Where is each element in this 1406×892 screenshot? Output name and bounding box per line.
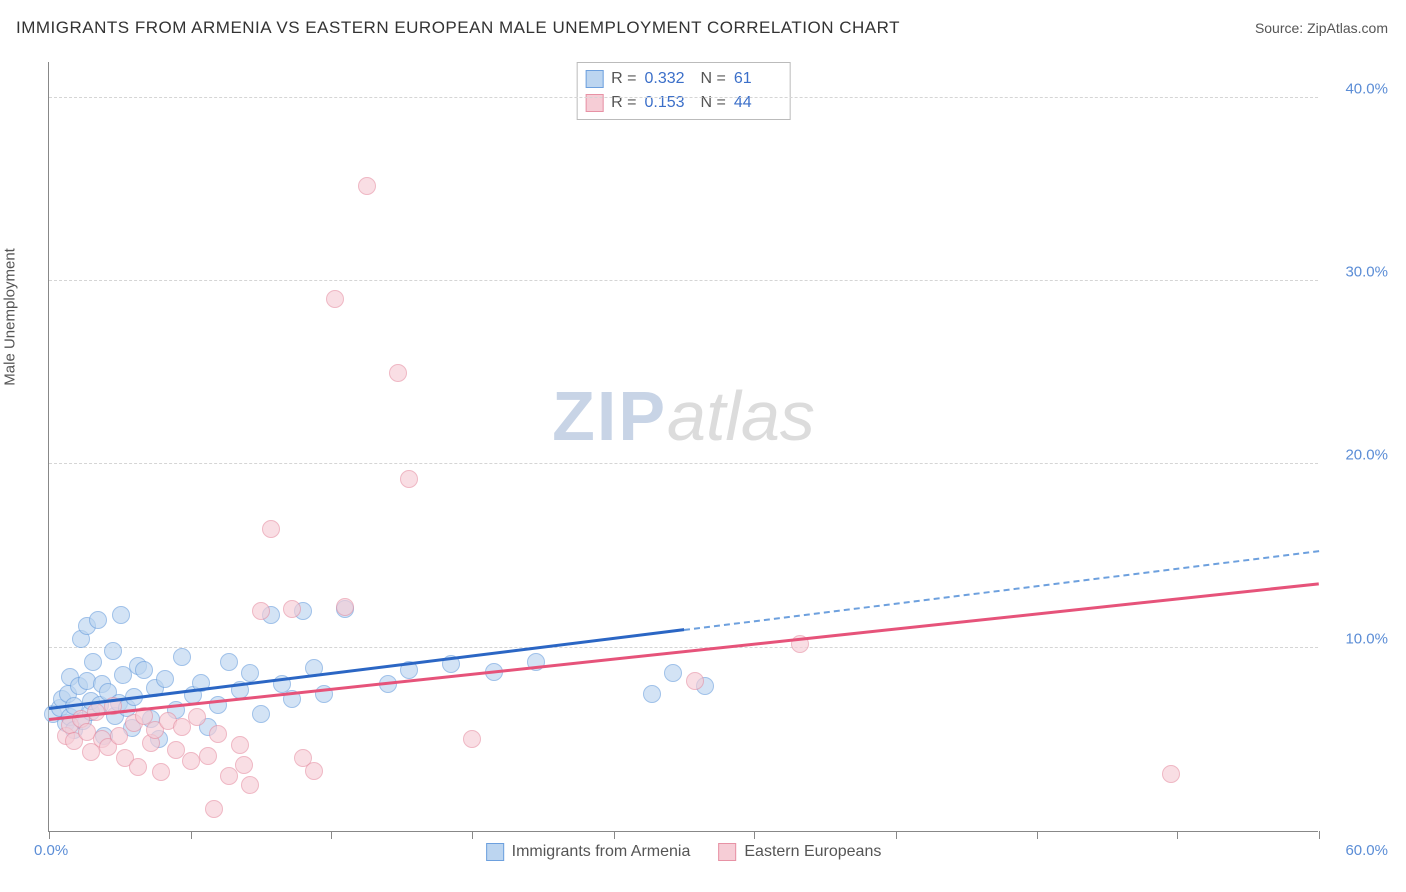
- watermark-atlas: atlas: [667, 377, 815, 455]
- x-tick: [191, 831, 192, 839]
- n-label: N =: [701, 91, 726, 115]
- y-tick-label: 10.0%: [1328, 630, 1388, 647]
- data-point-eastern: [326, 290, 344, 308]
- gridline: [49, 97, 1318, 98]
- legend-item-armenia: Immigrants from Armenia: [486, 843, 691, 861]
- n-value-eastern: 44: [734, 91, 782, 115]
- x-tick: [49, 831, 50, 839]
- legend-swatch-eastern: [718, 843, 736, 861]
- x-axis-max-label: 60.0%: [1328, 842, 1388, 859]
- trendline-eastern: [49, 582, 1319, 721]
- data-point-eastern: [686, 672, 704, 690]
- stats-row-eastern: R = 0.153 N = 44: [585, 91, 782, 115]
- y-axis-label: Male Unemployment: [2, 248, 19, 386]
- x-tick: [896, 831, 897, 839]
- gridline: [49, 647, 1318, 648]
- swatch-armenia: [585, 70, 603, 88]
- data-point-armenia: [220, 653, 238, 671]
- n-label: N =: [701, 67, 726, 91]
- data-point-eastern: [400, 470, 418, 488]
- data-point-eastern: [262, 520, 280, 538]
- y-tick-label: 30.0%: [1328, 264, 1388, 281]
- data-point-eastern: [463, 730, 481, 748]
- data-point-eastern: [110, 727, 128, 745]
- data-point-eastern: [358, 177, 376, 195]
- data-point-armenia: [112, 606, 130, 624]
- bottom-legend: Immigrants from Armenia Eastern European…: [486, 843, 882, 861]
- data-point-eastern: [241, 776, 259, 794]
- legend-swatch-armenia: [486, 843, 504, 861]
- correlation-stats-box: R = 0.332 N = 61 R = 0.153 N = 44: [576, 62, 791, 120]
- gridline: [49, 463, 1318, 464]
- watermark-zip: ZIP: [552, 377, 667, 455]
- x-tick: [754, 831, 755, 839]
- x-tick: [1037, 831, 1038, 839]
- watermark: ZIPatlas: [552, 376, 815, 456]
- data-point-eastern: [231, 736, 249, 754]
- gridline: [49, 280, 1318, 281]
- r-label: R =: [611, 67, 636, 91]
- y-tick-label: 20.0%: [1328, 447, 1388, 464]
- source-attribution: Source: ZipAtlas.com: [1255, 20, 1388, 36]
- data-point-eastern: [252, 602, 270, 620]
- data-point-eastern: [209, 725, 227, 743]
- data-point-eastern: [182, 752, 200, 770]
- source-prefix: Source:: [1255, 20, 1307, 36]
- y-tick-label: 40.0%: [1328, 80, 1388, 97]
- x-tick: [472, 831, 473, 839]
- data-point-eastern: [305, 762, 323, 780]
- legend-label-eastern: Eastern Europeans: [744, 843, 881, 861]
- legend-label-armenia: Immigrants from Armenia: [512, 843, 691, 861]
- scatter-plot-area: ZIPatlas R = 0.332 N = 61 R = 0.153 N = …: [48, 62, 1318, 832]
- data-point-eastern: [188, 708, 206, 726]
- data-point-eastern: [1162, 765, 1180, 783]
- data-point-armenia: [173, 648, 191, 666]
- data-point-eastern: [152, 763, 170, 781]
- data-point-eastern: [199, 747, 217, 765]
- legend-item-eastern: Eastern Europeans: [718, 843, 881, 861]
- source-link[interactable]: ZipAtlas.com: [1307, 20, 1388, 36]
- data-point-armenia: [252, 705, 270, 723]
- data-point-eastern: [205, 800, 223, 818]
- data-point-eastern: [283, 600, 301, 618]
- data-point-eastern: [389, 364, 407, 382]
- data-point-armenia: [156, 670, 174, 688]
- r-value-eastern: 0.153: [645, 91, 693, 115]
- r-label: R =: [611, 91, 636, 115]
- data-point-armenia: [84, 653, 102, 671]
- data-point-armenia: [135, 661, 153, 679]
- x-tick: [331, 831, 332, 839]
- data-point-armenia: [664, 664, 682, 682]
- x-axis-origin-label: 0.0%: [34, 842, 68, 859]
- x-tick: [614, 831, 615, 839]
- data-point-armenia: [241, 664, 259, 682]
- chart-title: IMMIGRANTS FROM ARMENIA VS EASTERN EUROP…: [16, 18, 900, 38]
- stats-row-armenia: R = 0.332 N = 61: [585, 67, 782, 91]
- r-value-armenia: 0.332: [645, 67, 693, 91]
- data-point-armenia: [643, 685, 661, 703]
- n-value-armenia: 61: [734, 67, 782, 91]
- data-point-armenia: [89, 611, 107, 629]
- data-point-eastern: [235, 756, 253, 774]
- data-point-eastern: [129, 758, 147, 776]
- x-tick: [1319, 831, 1320, 839]
- x-tick: [1177, 831, 1178, 839]
- data-point-armenia: [104, 642, 122, 660]
- data-point-eastern: [336, 598, 354, 616]
